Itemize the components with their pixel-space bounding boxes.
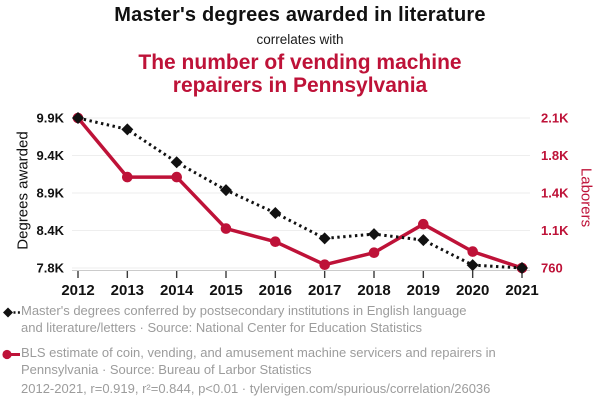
x-tick-label-2012: 2012 — [61, 282, 94, 299]
masters-degrees-point-2021 — [516, 262, 528, 274]
x-tick-label-2018: 2018 — [357, 282, 390, 299]
vending-repairers-point-2016 — [270, 236, 281, 247]
right-axis-tick-label: 1.1K — [541, 223, 569, 238]
left-axis-tick-label: 9.4K — [37, 148, 65, 163]
left-axis-tick-label: 8.9K — [37, 186, 65, 201]
diamond-dotted-icon — [3, 307, 20, 318]
masters-degrees-point-2015 — [220, 184, 232, 197]
vending-repairers-point-2017 — [319, 259, 331, 271]
left-axis-tick-label: 8.4K — [37, 223, 65, 238]
x-tick-label-2013: 2013 — [111, 282, 144, 299]
x-tick-label-2019: 2019 — [407, 282, 440, 299]
vending-repairers-point-2015 — [220, 223, 232, 234]
x-tick-label-2017: 2017 — [308, 282, 341, 299]
right-axis-tick-label: 1.4K — [541, 186, 569, 201]
masters-degrees-point-2019 — [417, 234, 430, 247]
vending-repairers-line — [76, 116, 523, 270]
masters-degrees-point-2020 — [466, 259, 479, 272]
x-tick-label-2015: 2015 — [209, 282, 242, 299]
x-tick-label-2021: 2021 — [505, 282, 538, 299]
masters-degrees-line — [77, 116, 523, 270]
vending-repairers-legend-marker — [2, 348, 20, 366]
vending-repairers-point-2020 — [467, 246, 479, 257]
x-tick-label-2014: 2014 — [160, 282, 194, 299]
page-title: Master's degrees awarded in literature — [114, 4, 486, 26]
circle-solid-icon — [2, 349, 20, 360]
masters-degrees-point-2017 — [318, 232, 331, 245]
vending-repairers-point-2018 — [368, 247, 380, 258]
stats-footnote: 2012-2021, r=0.919, r²=0.844, p<0.01 · t… — [21, 381, 491, 396]
left-axis-tick-label: 9.9K — [37, 111, 65, 126]
x-tick-label-2016: 2016 — [259, 282, 292, 299]
legend-line: Master's degrees conferred by postsecond… — [21, 303, 467, 318]
masters-degrees-point-2013 — [121, 123, 134, 136]
masters-degrees-point-2018 — [368, 228, 380, 241]
masters-degrees-point-2012 — [72, 112, 84, 124]
vending-repairers-point-2014 — [171, 171, 182, 183]
legend-item-vending-repairers: BLS estimate of coin, vending, and amuse… — [21, 344, 586, 378]
vending-repairers-point-2019 — [418, 218, 429, 230]
right-axis-tick-label: 2.1K — [541, 111, 569, 126]
masters-degrees-point-2016 — [269, 207, 282, 219]
correlates-with-label: correlates with — [256, 32, 344, 47]
legend-line: BLS estimate of coin, vending, and amuse… — [21, 345, 496, 360]
legend-item-masters-degrees: Master's degrees conferred by postsecond… — [21, 302, 586, 336]
legend-line: Pennsylvania · Source: Bureau of Larbor … — [21, 362, 312, 377]
vending-repairers-point-2013 — [122, 171, 133, 183]
masters-degrees-point-2014 — [170, 156, 183, 169]
secondary-title: The number of vending machine repairers … — [138, 51, 462, 97]
right-axis-tick-label: 1.8K — [541, 148, 569, 163]
legend-line: and literature/letters · Source: Nationa… — [21, 320, 423, 335]
right-axis-tick-label: 760 — [541, 261, 563, 276]
x-tick-label-2020: 2020 — [456, 282, 489, 299]
left-axis-tick-label: 7.8K — [37, 261, 65, 276]
masters-degrees-legend-marker — [2, 306, 20, 324]
